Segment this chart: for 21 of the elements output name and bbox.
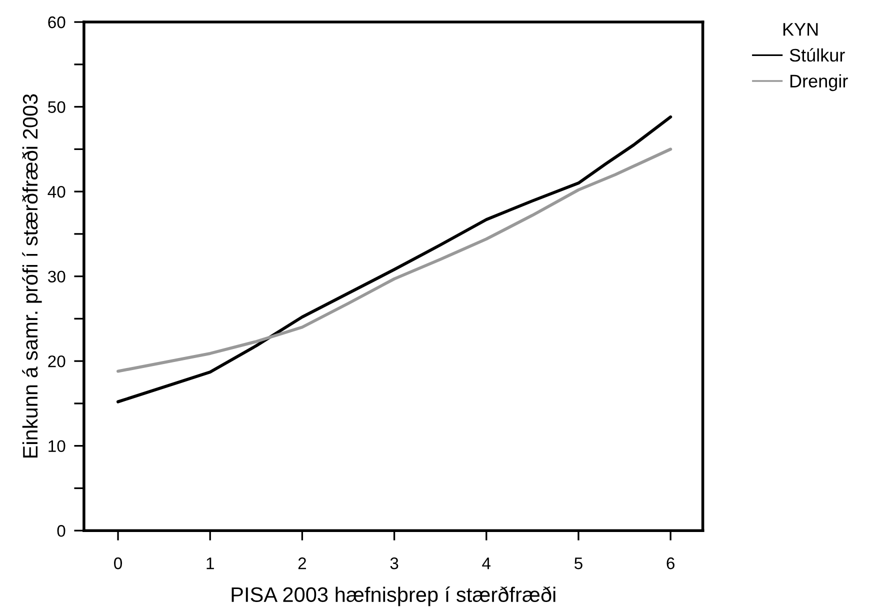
y-tick-label: 60: [48, 16, 66, 28]
x-tick-label: 4: [482, 558, 491, 570]
y-tick-label: 0: [57, 525, 66, 537]
x-tick-label: 2: [298, 557, 306, 570]
y-tick-label: 10: [48, 440, 66, 452]
line-series: [116, 148, 672, 373]
y-tick-label: 40: [48, 186, 66, 198]
x-tick-label: 0: [114, 557, 122, 570]
x-axis-title: PISA 2003 hæfnisþrep í stærðfræði: [232, 586, 556, 606]
x-tick-label: 3: [390, 557, 398, 570]
line-series: [116, 115, 672, 404]
y-tick-label: 50: [48, 101, 66, 113]
x-tick-label: 1: [206, 558, 214, 570]
y-tick-label: 20: [48, 355, 66, 368]
legend-title: KYN: [783, 23, 818, 36]
y-tick-label: 30: [48, 270, 66, 283]
x-tick-label: 6: [666, 557, 674, 570]
legend-label: Drengir: [790, 74, 848, 92]
legend-label: Stúlkur: [790, 48, 845, 62]
y-axis-title: Einkunn á samr. prófi í stærðfræði 2003: [22, 94, 42, 458]
x-tick-label: 5: [574, 558, 582, 570]
